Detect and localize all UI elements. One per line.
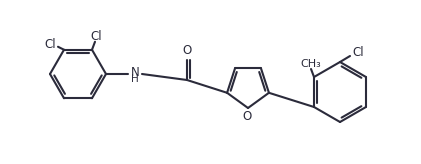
Text: N: N xyxy=(131,66,140,80)
Text: Cl: Cl xyxy=(90,30,102,43)
Text: CH₃: CH₃ xyxy=(301,59,321,69)
Text: O: O xyxy=(182,44,192,58)
Text: Cl: Cl xyxy=(44,38,56,51)
Text: H: H xyxy=(131,74,139,84)
Text: Cl: Cl xyxy=(352,45,364,59)
Text: O: O xyxy=(242,111,252,123)
